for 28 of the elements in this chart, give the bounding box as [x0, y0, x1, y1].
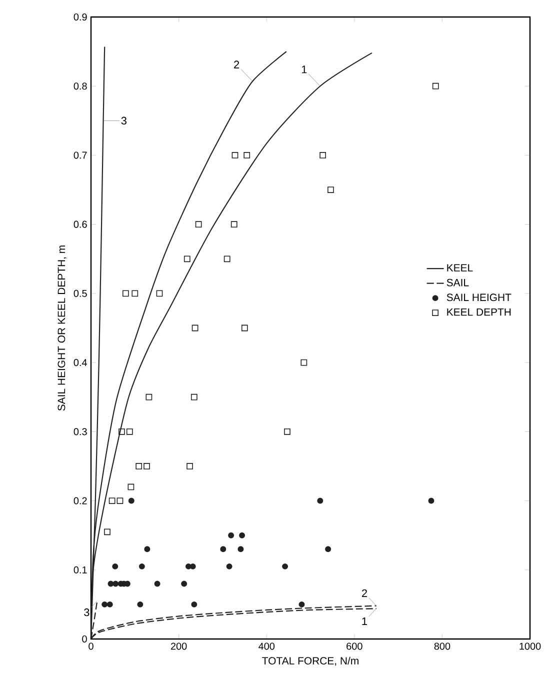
annotation: 1	[302, 66, 307, 74]
y-tick-label: 0.6	[74, 220, 87, 228]
legend-label: KEEL DEPTH	[447, 308, 511, 316]
annotation: 2	[234, 60, 240, 68]
annotation: 3	[121, 116, 126, 125]
legend-label: SAIL	[446, 278, 469, 286]
y-tick-label: 0.2	[74, 497, 87, 504]
x-axis-title: TOTAL FORCE, N/m	[262, 656, 358, 666]
legend-label: KEEL	[447, 264, 473, 272]
y-tick-label: 0.5	[74, 290, 87, 297]
y-tick-label: 0.8	[74, 82, 87, 90]
x-tick-label: 200	[170, 642, 187, 650]
y-tick-label: 0.1	[74, 566, 87, 574]
x-tick-label: 400	[258, 642, 275, 650]
annotation: 3	[84, 608, 90, 616]
x-tick-label: 0	[88, 642, 94, 650]
annotation: 2	[362, 589, 367, 597]
x-tick-label: 600	[346, 642, 362, 650]
annotation: 1	[362, 617, 367, 625]
y-tick-label: 0.3	[74, 428, 87, 436]
y-tick-label: 0	[82, 635, 87, 643]
y-tick-label: 0.9	[74, 13, 87, 21]
x-tick-label: 800	[434, 642, 450, 650]
y-axis-title: SAIL HEIGHT OR KEEL DEPTH, m	[58, 246, 66, 411]
y-tick-label: 0.7	[74, 152, 87, 159]
legend-label: SAIL HEIGHT	[446, 294, 512, 302]
x-tick-label: 1000	[520, 642, 541, 650]
y-tick-label: 0.4	[74, 359, 87, 366]
